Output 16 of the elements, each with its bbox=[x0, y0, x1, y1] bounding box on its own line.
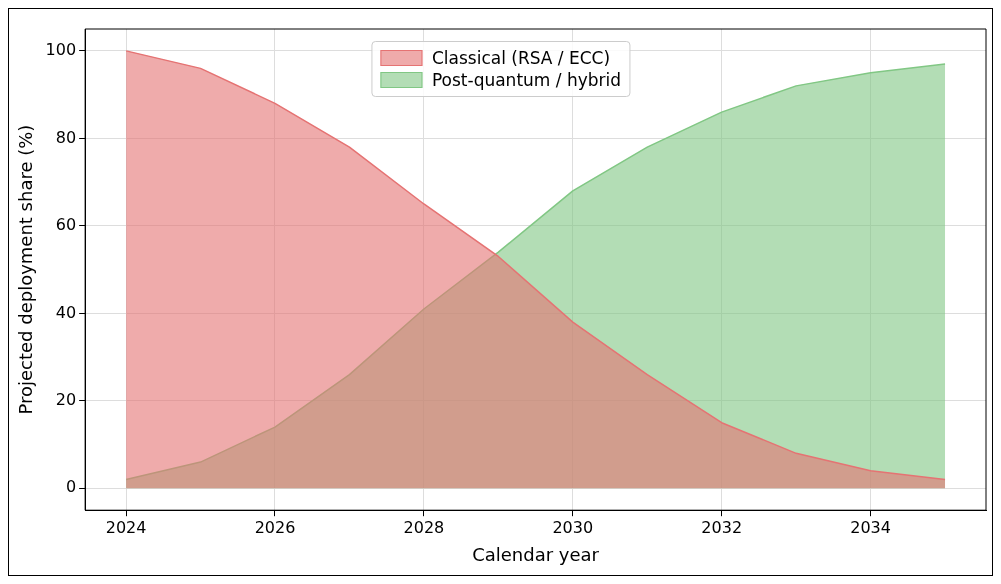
x-tick-label: 2028 bbox=[403, 517, 445, 537]
x-axis-title: Calendar year bbox=[472, 543, 600, 565]
y-tick-label: 0 bbox=[65, 477, 77, 497]
y-tick-label: 60 bbox=[55, 215, 77, 235]
x-tick-label: 2024 bbox=[105, 517, 147, 537]
y-axis-title: Projected deployment share (%) bbox=[15, 124, 37, 415]
x-tick-label: 2032 bbox=[701, 517, 743, 537]
y-tick-label: 100 bbox=[45, 40, 77, 60]
y-tick-label: 40 bbox=[55, 302, 77, 322]
legend-label: Classical (RSA / ECC) bbox=[431, 48, 611, 68]
x-tick-label: 2026 bbox=[254, 517, 296, 537]
y-tick-label: 20 bbox=[55, 389, 77, 409]
y-tick-label: 80 bbox=[55, 127, 77, 147]
x-tick-label: 2030 bbox=[552, 517, 594, 537]
legend-label: Post-quantum / hybrid bbox=[431, 70, 622, 90]
x-tick-label: 2034 bbox=[850, 517, 891, 537]
